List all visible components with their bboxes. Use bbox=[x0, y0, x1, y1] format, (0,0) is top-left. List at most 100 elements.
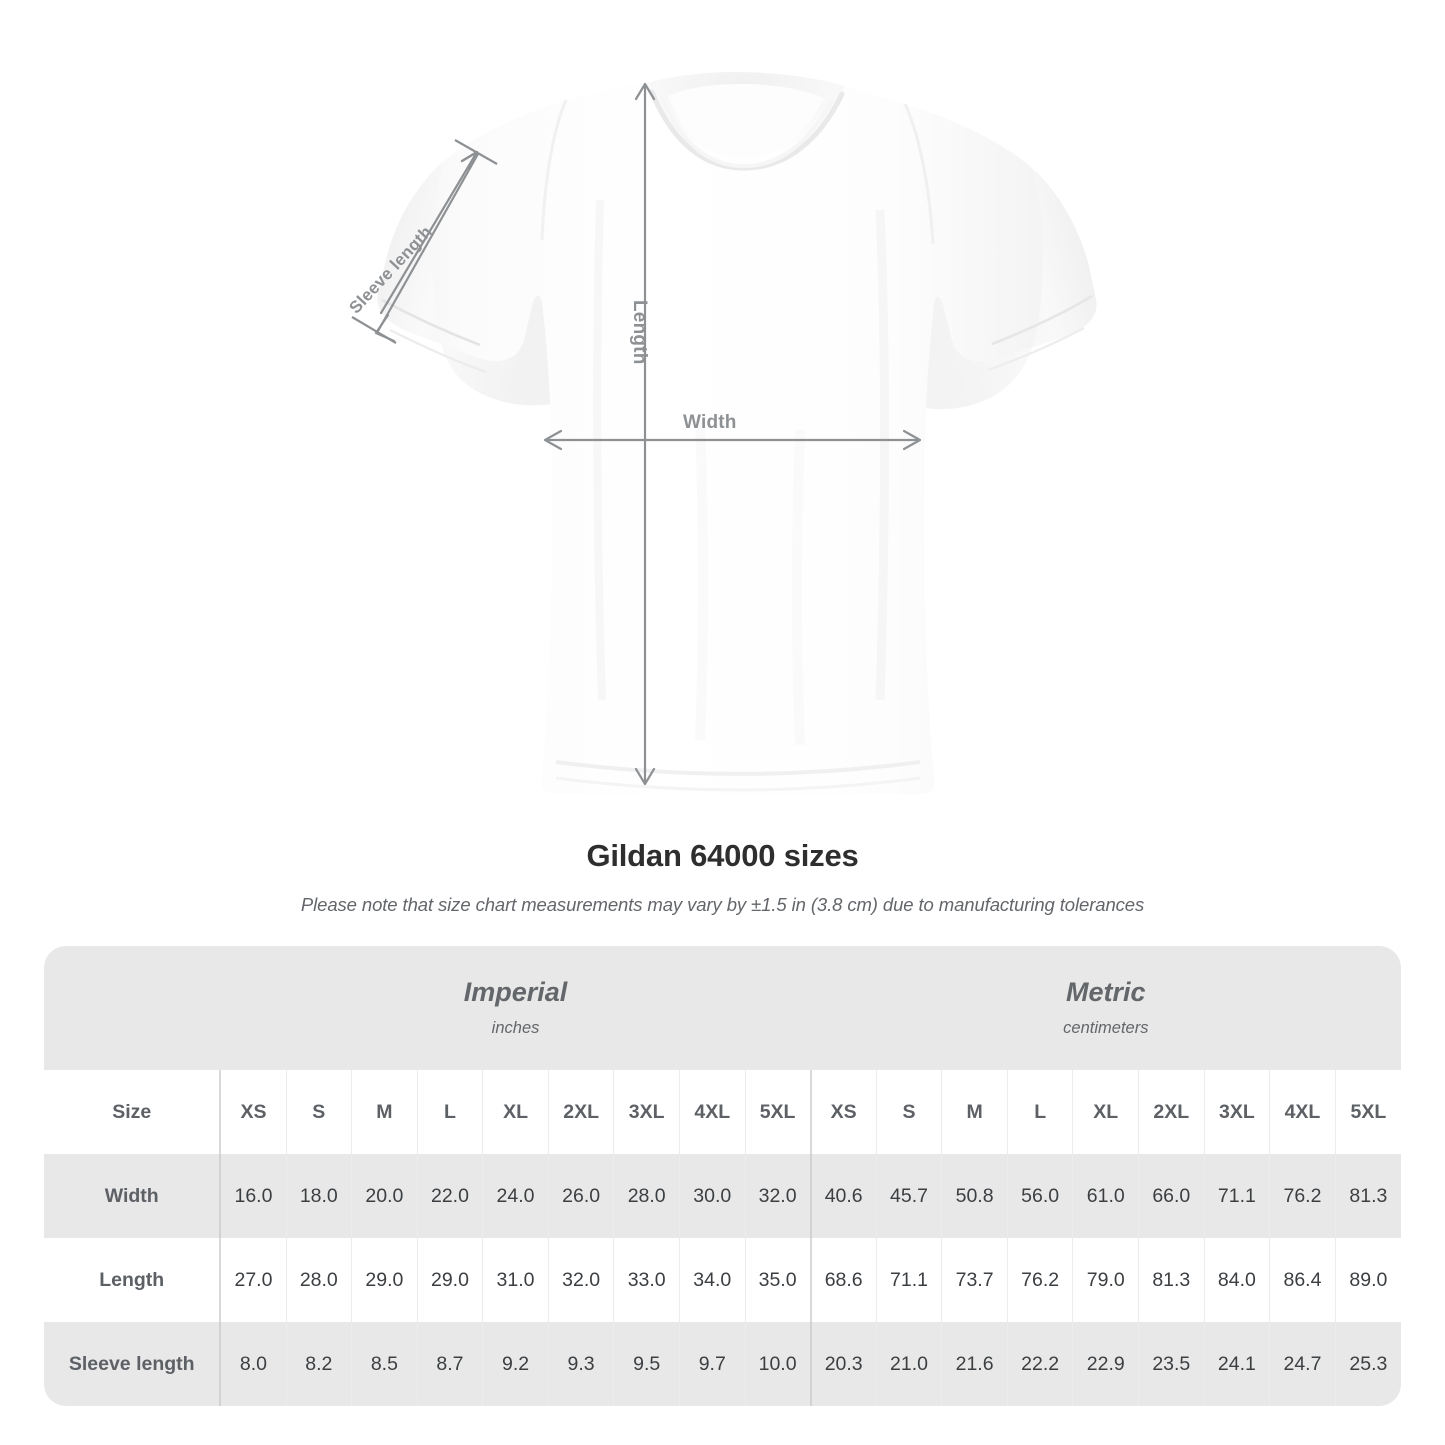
measurement-arrows bbox=[351, 82, 922, 786]
measurement-cell: 34.0 bbox=[678, 1238, 746, 1322]
measurement-cell: 24.1 bbox=[1203, 1322, 1270, 1406]
length-arrow bbox=[634, 82, 656, 786]
size-header-row: Size XS S M L XL 2XL 3XL 4XL 5XL XS S M L XL 2XL 3XL 4XL 5… bbox=[44, 1070, 1401, 1154]
measurement-cell: 21.0 bbox=[875, 1322, 942, 1406]
size-header-cell: M bbox=[941, 1070, 1008, 1154]
size-header-label: Size bbox=[44, 1070, 221, 1154]
measurement-cell: 33.0 bbox=[613, 1238, 680, 1322]
measurement-cell: 28.0 bbox=[285, 1238, 352, 1322]
unit-group-imperial: Imperial inches bbox=[220, 946, 811, 1070]
measurement-cell: 61.0 bbox=[1072, 1154, 1139, 1238]
table-row: Length 27.0 28.0 29.0 29.0 31.0 32.0 33.0 34.0 35… bbox=[44, 1238, 1401, 1322]
measurement-cell: 71.1 bbox=[1203, 1154, 1270, 1238]
size-header-cell: XL bbox=[482, 1070, 549, 1154]
measurement-cell: 81.3 bbox=[1138, 1238, 1205, 1322]
page-title: Gildan 64000 sizes bbox=[586, 838, 859, 873]
title-block: Gildan 64000 sizes Please note that size… bbox=[0, 838, 1445, 916]
measurement-cell: 79.0 bbox=[1072, 1238, 1139, 1322]
measurement-cell: 32.0 bbox=[547, 1238, 614, 1322]
measurement-cell: 21.6 bbox=[941, 1322, 1008, 1406]
unit-group-sub: centimeters bbox=[1063, 1019, 1149, 1038]
measurement-cell: 40.6 bbox=[809, 1154, 877, 1238]
size-header-cell: XS bbox=[219, 1070, 286, 1154]
unit-group-name: Metric bbox=[1066, 976, 1146, 1007]
size-header-cell: 5XL bbox=[744, 1070, 811, 1154]
size-header-cell: 5XL bbox=[1334, 1070, 1401, 1154]
measurement-cell: 32.0 bbox=[744, 1154, 811, 1238]
measurement-cell: 84.0 bbox=[1203, 1238, 1270, 1322]
measurement-label: Sleeve length bbox=[44, 1322, 221, 1406]
measurement-cell: 26.0 bbox=[547, 1154, 614, 1238]
measurement-cell: 31.0 bbox=[482, 1238, 549, 1322]
size-header-cell: XL bbox=[1072, 1070, 1139, 1154]
measurement-cell: 28.0 bbox=[613, 1154, 680, 1238]
length-label: Length bbox=[629, 300, 650, 365]
measurement-cell: 76.2 bbox=[1269, 1154, 1336, 1238]
size-chart-container: Imperial inches Metric centimeters Size XS S M L… bbox=[44, 946, 1401, 1406]
unit-banner-row: Imperial inches Metric centimeters bbox=[44, 946, 1401, 1070]
size-header-cell: L bbox=[416, 1070, 483, 1154]
unit-group-name: Imperial bbox=[463, 976, 568, 1007]
measurement-cell: 8.7 bbox=[416, 1322, 483, 1406]
measurement-cell: 68.6 bbox=[809, 1238, 877, 1322]
measurement-cell: 66.0 bbox=[1138, 1154, 1205, 1238]
measurement-cell: 22.0 bbox=[416, 1154, 483, 1238]
width-label: Width bbox=[683, 412, 737, 433]
measurement-cell: 8.2 bbox=[285, 1322, 352, 1406]
measurement-cell: 35.0 bbox=[744, 1238, 811, 1322]
measurement-cell: 30.0 bbox=[678, 1154, 746, 1238]
tolerance-note: Please note that size chart measurements… bbox=[300, 894, 1145, 915]
measurement-cell: 89.0 bbox=[1334, 1238, 1401, 1322]
width-arrow bbox=[543, 429, 922, 451]
measurement-cell: 27.0 bbox=[219, 1238, 286, 1322]
size-header-cell: 4XL bbox=[1269, 1070, 1336, 1154]
size-chart-table: Imperial inches Metric centimeters Size XS S M L… bbox=[44, 946, 1401, 1406]
size-header-cell: 3XL bbox=[613, 1070, 680, 1154]
measurement-cell: 29.0 bbox=[351, 1238, 418, 1322]
unit-banner-spacer bbox=[44, 946, 221, 1070]
measurement-cell: 22.2 bbox=[1006, 1322, 1073, 1406]
measurement-label: Length bbox=[44, 1238, 221, 1322]
measurement-cell: 8.5 bbox=[351, 1322, 418, 1406]
tshirt-drawing bbox=[351, 72, 1097, 794]
unit-group-sub: inches bbox=[491, 1019, 540, 1038]
size-header-cell: M bbox=[351, 1070, 418, 1154]
measurement-cell: 10.0 bbox=[744, 1322, 811, 1406]
measurement-cell: 9.7 bbox=[678, 1322, 746, 1406]
measurement-cell: 50.8 bbox=[941, 1154, 1008, 1238]
measurement-cell: 9.2 bbox=[482, 1322, 549, 1406]
table-row: Width 16.0 18.0 20.0 22.0 24.0 26.0 28.0 30.0 32.… bbox=[44, 1154, 1401, 1238]
measurement-cell: 23.5 bbox=[1138, 1322, 1205, 1406]
measurement-cell: 18.0 bbox=[285, 1154, 352, 1238]
measurement-cell: 86.4 bbox=[1269, 1238, 1336, 1322]
measurement-label: Width bbox=[44, 1154, 221, 1238]
measurement-cell: 45.7 bbox=[875, 1154, 942, 1238]
measurement-cell: 24.0 bbox=[482, 1154, 549, 1238]
measurement-cell: 71.1 bbox=[875, 1238, 942, 1322]
size-header-cell: 2XL bbox=[547, 1070, 614, 1154]
measurement-cell: 9.3 bbox=[547, 1322, 614, 1406]
measurement-cell: 25.3 bbox=[1334, 1322, 1401, 1406]
size-header-cell: L bbox=[1006, 1070, 1073, 1154]
size-header-cell: S bbox=[875, 1070, 942, 1154]
size-header-cell: 4XL bbox=[678, 1070, 746, 1154]
measurement-cell: 81.3 bbox=[1334, 1154, 1401, 1238]
size-header-cell: 2XL bbox=[1138, 1070, 1205, 1154]
unit-group-metric: Metric centimeters bbox=[810, 946, 1401, 1070]
size-header-cell: XS bbox=[809, 1070, 877, 1154]
size-header-cell: 3XL bbox=[1203, 1070, 1270, 1154]
measurement-cell: 8.0 bbox=[219, 1322, 286, 1406]
measurement-cell: 56.0 bbox=[1006, 1154, 1073, 1238]
table-row: Sleeve length 8.0 8.2 8.5 8.7 9.2 9.3 9.5 9.7 10.… bbox=[44, 1322, 1401, 1406]
sleeve-length-arrow bbox=[351, 139, 498, 344]
measurement-cell: 73.7 bbox=[941, 1238, 1008, 1322]
measurement-cell: 29.0 bbox=[416, 1238, 483, 1322]
measurement-cell: 20.0 bbox=[351, 1154, 418, 1238]
tshirt-illustration: Width Length Sleeve length bbox=[345, 72, 1097, 794]
measurement-cell: 22.9 bbox=[1072, 1322, 1139, 1406]
measurement-cell: 24.7 bbox=[1269, 1322, 1336, 1406]
size-header-cell: S bbox=[285, 1070, 352, 1154]
measurement-cell: 20.3 bbox=[809, 1322, 877, 1406]
shirt-shape bbox=[377, 72, 1097, 794]
measurement-cell: 9.5 bbox=[613, 1322, 680, 1406]
